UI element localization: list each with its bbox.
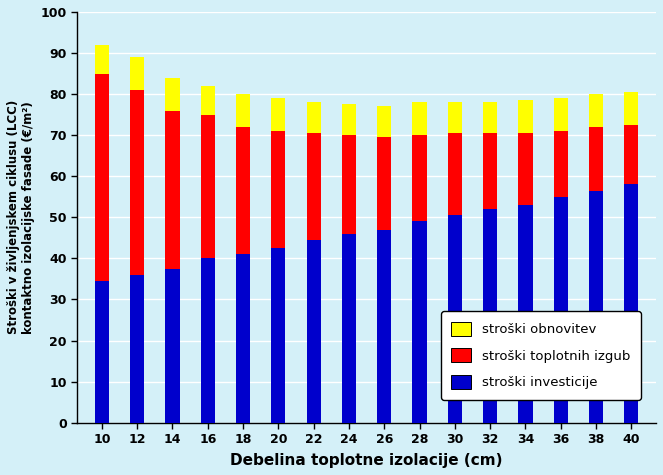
Bar — [412, 221, 426, 423]
Bar — [342, 104, 356, 135]
Bar — [377, 137, 391, 229]
Bar — [95, 281, 109, 423]
Bar — [448, 215, 462, 423]
Bar — [130, 57, 145, 90]
Bar — [201, 86, 215, 114]
Bar — [518, 205, 532, 423]
Legend: stroški obnovitev, stroški toplotnih izgub, stroški investicije: stroški obnovitev, stroški toplotnih izg… — [441, 311, 640, 399]
Bar — [483, 102, 497, 133]
Bar — [165, 78, 180, 111]
Bar — [412, 102, 426, 135]
Bar — [306, 102, 321, 133]
Bar — [625, 184, 638, 423]
Bar — [589, 94, 603, 127]
Bar — [95, 74, 109, 281]
Bar — [448, 102, 462, 133]
Bar — [95, 45, 109, 74]
X-axis label: Debelina toplotne izolacije (cm): Debelina toplotne izolacije (cm) — [230, 453, 503, 468]
Bar — [165, 269, 180, 423]
Bar — [201, 114, 215, 258]
Bar — [236, 254, 250, 423]
Bar — [130, 90, 145, 275]
Bar — [271, 248, 286, 423]
Bar — [306, 240, 321, 423]
Bar — [342, 135, 356, 234]
Bar — [201, 258, 215, 423]
Bar — [483, 133, 497, 209]
Bar — [271, 98, 286, 131]
Y-axis label: Stroški v življenjskem ciklusu (LCC)
kontaktno izolacijske fasade (€/m²): Stroški v življenjskem ciklusu (LCC) kon… — [7, 100, 35, 334]
Bar — [342, 234, 356, 423]
Bar — [554, 131, 568, 197]
Bar — [271, 131, 286, 248]
Bar — [589, 127, 603, 190]
Bar — [165, 111, 180, 269]
Bar — [589, 190, 603, 423]
Bar — [554, 197, 568, 423]
Bar — [236, 94, 250, 127]
Bar — [625, 125, 638, 184]
Bar — [483, 209, 497, 423]
Bar — [306, 133, 321, 240]
Bar — [625, 92, 638, 125]
Bar — [130, 275, 145, 423]
Bar — [448, 133, 462, 215]
Bar — [236, 127, 250, 254]
Bar — [377, 106, 391, 137]
Bar — [412, 135, 426, 221]
Bar — [554, 98, 568, 131]
Bar — [377, 229, 391, 423]
Bar — [518, 133, 532, 205]
Bar — [518, 100, 532, 133]
